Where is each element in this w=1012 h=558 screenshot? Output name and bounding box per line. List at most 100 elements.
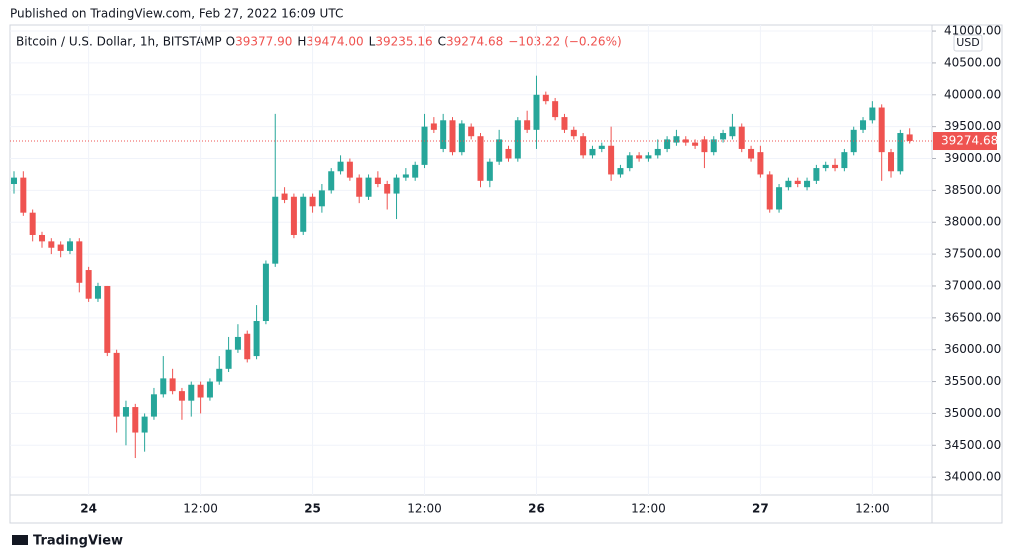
candle-body (888, 152, 895, 172)
candle-body (365, 177, 372, 197)
candle-body (729, 126, 736, 137)
x-tick-label: 25 (304, 502, 321, 516)
candle-body (822, 164, 829, 169)
candle-body (197, 384, 204, 398)
y-tick-label: 37000.00 (944, 278, 1001, 292)
candle-body (150, 394, 157, 417)
candle-body (384, 184, 391, 194)
candle-body (841, 152, 848, 169)
header: Bitcoin / U.S. Dollar, 1h, BITSTAMP O 393… (16, 35, 622, 49)
candle-body (906, 134, 913, 142)
candle-body (514, 120, 521, 159)
candle-body (57, 244, 64, 251)
y-tick-label: 37500.00 (944, 247, 1001, 261)
candle-body (636, 155, 643, 159)
x-tick-label: 24 (80, 502, 97, 516)
candle-body (710, 139, 717, 153)
y-tick-label: 35000.00 (944, 406, 1001, 420)
candle-body (608, 145, 615, 175)
y-tick-label: 41000.00 (944, 24, 1001, 38)
candle-body (141, 416, 148, 433)
candle-body (225, 349, 232, 369)
y-tick-label: 36000.00 (944, 342, 1001, 356)
candle-body (654, 148, 661, 156)
candle-body (132, 407, 139, 433)
candle-body (542, 94, 549, 102)
candle-body (664, 139, 671, 149)
candle-body (673, 136, 680, 143)
candle-body (757, 152, 764, 175)
x-tick-label: 12:00 (183, 502, 218, 516)
candle-body (477, 136, 484, 181)
candle-body (440, 120, 447, 149)
currency: USD (956, 36, 980, 49)
header-change: −103.22 (−0.26%) (508, 35, 621, 49)
candle-body (104, 285, 111, 353)
header-c-label: C (438, 35, 446, 49)
candle-body (393, 177, 400, 194)
candle-body (766, 174, 773, 210)
candle-body (430, 123, 437, 130)
candle-body (617, 168, 624, 175)
candle-body (449, 120, 456, 153)
candle-body (169, 378, 176, 392)
candle-body (645, 155, 652, 159)
header-l: 39235.16 (375, 35, 432, 49)
candle-body (794, 180, 801, 185)
candle-body (20, 177, 27, 213)
header-c: 39274.68 (446, 35, 503, 49)
y-tick-label: 39500.00 (944, 119, 1001, 133)
candle-body (421, 126, 428, 165)
candle-body (878, 107, 885, 153)
candle-body (178, 391, 185, 401)
candle-body (48, 241, 55, 248)
candle-body (244, 333, 251, 360)
candle-body (412, 164, 419, 178)
candle-body (160, 378, 167, 395)
header-o: 39377.90 (235, 35, 292, 49)
candle-body (701, 139, 708, 153)
candle-body (328, 171, 335, 191)
candle-body (374, 177, 381, 185)
y-tick-label: 34500.00 (944, 438, 1001, 452)
y-tick-label: 38500.00 (944, 183, 1001, 197)
candle-body (113, 352, 120, 417)
y-tick-label: 38000.00 (944, 215, 1001, 229)
candle-body (748, 148, 755, 159)
brand: TradingView (33, 534, 123, 549)
candle-body (337, 161, 344, 172)
candle-body (692, 142, 699, 146)
candle-body (804, 180, 811, 188)
y-tick-label: 40500.00 (944, 55, 1001, 69)
candle-body (598, 145, 605, 149)
x-tick-label: 12:00 (855, 502, 890, 516)
candle-body (76, 241, 83, 283)
header-o-label: O (226, 35, 235, 49)
candle-body (776, 187, 783, 210)
frame (9, 24, 1003, 524)
candle-body (253, 321, 260, 357)
candle-body (860, 120, 867, 130)
published: Published on TradingView.com, Feb 27, 20… (10, 7, 343, 21)
y-tick-label: 34000.00 (944, 470, 1001, 484)
candle-body (458, 123, 465, 153)
x-tick-label: 12:00 (407, 502, 442, 516)
candle-body (533, 94, 540, 130)
candle-body (524, 120, 531, 130)
candle-body (262, 263, 269, 322)
candle-body (580, 136, 587, 156)
candle-body (66, 241, 73, 251)
candle-body (869, 107, 876, 121)
candle-body (552, 101, 559, 118)
candle-body (897, 133, 904, 172)
candle-body (29, 212, 36, 235)
candle-body (206, 381, 213, 398)
candle-body (720, 133, 727, 140)
candle-body (188, 384, 195, 401)
symbol: Bitcoin / U.S. Dollar, 1h, BITSTAMP (16, 35, 222, 49)
last-price-label: 39274.68 (941, 134, 998, 148)
y-tick-label: 35500.00 (944, 374, 1001, 388)
candle-body (738, 126, 745, 149)
candle-body (122, 407, 129, 417)
currency-box (953, 34, 983, 52)
